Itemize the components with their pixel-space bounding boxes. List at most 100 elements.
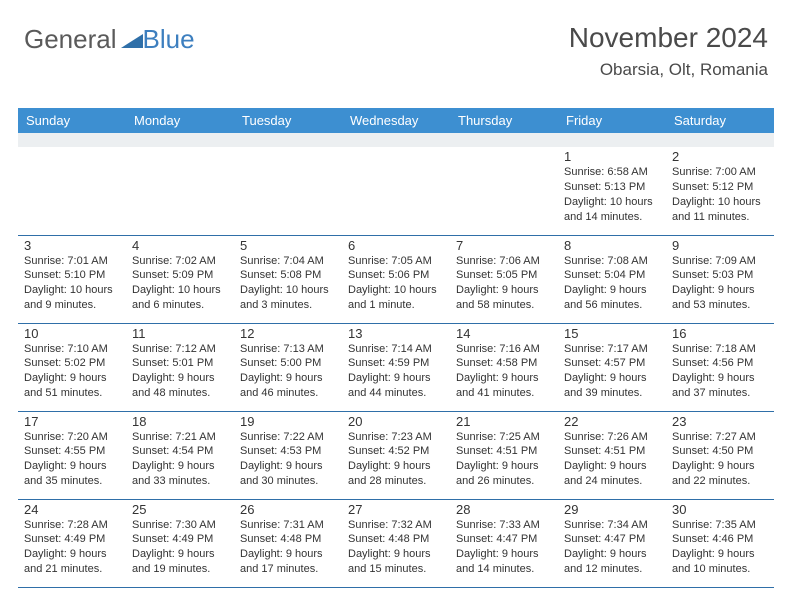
day-info: Sunrise: 7:12 AMSunset: 5:01 PMDaylight:… <box>132 342 228 401</box>
calendar-cell: 17Sunrise: 7:20 AMSunset: 4:55 PMDayligh… <box>18 411 126 499</box>
day-info: Sunrise: 7:22 AMSunset: 4:53 PMDaylight:… <box>240 430 336 489</box>
day-number: 25 <box>132 502 228 517</box>
day-header: Sunday <box>18 108 126 133</box>
calendar-cell: 23Sunrise: 7:27 AMSunset: 4:50 PMDayligh… <box>666 411 774 499</box>
calendar-cell: 27Sunrise: 7:32 AMSunset: 4:48 PMDayligh… <box>342 499 450 587</box>
day-info: Sunrise: 7:01 AMSunset: 5:10 PMDaylight:… <box>24 254 120 313</box>
day-info: Sunrise: 7:20 AMSunset: 4:55 PMDaylight:… <box>24 430 120 489</box>
day-number: 28 <box>456 502 552 517</box>
logo: General Blue <box>24 24 195 55</box>
day-number: 16 <box>672 326 768 341</box>
day-number: 20 <box>348 414 444 429</box>
day-number: 1 <box>564 149 660 164</box>
day-header-row: Sunday Monday Tuesday Wednesday Thursday… <box>18 108 774 133</box>
day-number: 4 <box>132 238 228 253</box>
calendar-cell: 28Sunrise: 7:33 AMSunset: 4:47 PMDayligh… <box>450 499 558 587</box>
day-info: Sunrise: 7:13 AMSunset: 5:00 PMDaylight:… <box>240 342 336 401</box>
day-info: Sunrise: 7:02 AMSunset: 5:09 PMDaylight:… <box>132 254 228 313</box>
day-info: Sunrise: 7:00 AMSunset: 5:12 PMDaylight:… <box>672 165 768 224</box>
calendar-cell: 18Sunrise: 7:21 AMSunset: 4:54 PMDayligh… <box>126 411 234 499</box>
day-number: 9 <box>672 238 768 253</box>
day-number: 3 <box>24 238 120 253</box>
day-number: 10 <box>24 326 120 341</box>
day-number: 11 <box>132 326 228 341</box>
day-number: 17 <box>24 414 120 429</box>
day-info: Sunrise: 7:18 AMSunset: 4:56 PMDaylight:… <box>672 342 768 401</box>
calendar-cell <box>18 147 126 235</box>
day-info: Sunrise: 7:17 AMSunset: 4:57 PMDaylight:… <box>564 342 660 401</box>
calendar-cell <box>342 147 450 235</box>
calendar-cell: 30Sunrise: 7:35 AMSunset: 4:46 PMDayligh… <box>666 499 774 587</box>
day-number: 24 <box>24 502 120 517</box>
calendar-cell: 12Sunrise: 7:13 AMSunset: 5:00 PMDayligh… <box>234 323 342 411</box>
day-header: Tuesday <box>234 108 342 133</box>
day-info: Sunrise: 6:58 AMSunset: 5:13 PMDaylight:… <box>564 165 660 224</box>
day-info: Sunrise: 7:05 AMSunset: 5:06 PMDaylight:… <box>348 254 444 313</box>
day-header: Friday <box>558 108 666 133</box>
day-info: Sunrise: 7:14 AMSunset: 4:59 PMDaylight:… <box>348 342 444 401</box>
calendar-cell: 7Sunrise: 7:06 AMSunset: 5:05 PMDaylight… <box>450 235 558 323</box>
day-header: Monday <box>126 108 234 133</box>
calendar-week-row: 24Sunrise: 7:28 AMSunset: 4:49 PMDayligh… <box>18 499 774 587</box>
day-info: Sunrise: 7:06 AMSunset: 5:05 PMDaylight:… <box>456 254 552 313</box>
calendar-cell: 13Sunrise: 7:14 AMSunset: 4:59 PMDayligh… <box>342 323 450 411</box>
calendar-cell: 5Sunrise: 7:04 AMSunset: 5:08 PMDaylight… <box>234 235 342 323</box>
calendar-cell: 24Sunrise: 7:28 AMSunset: 4:49 PMDayligh… <box>18 499 126 587</box>
calendar-cell: 21Sunrise: 7:25 AMSunset: 4:51 PMDayligh… <box>450 411 558 499</box>
day-number: 27 <box>348 502 444 517</box>
day-number: 23 <box>672 414 768 429</box>
day-number: 18 <box>132 414 228 429</box>
calendar-table: Sunday Monday Tuesday Wednesday Thursday… <box>18 108 774 588</box>
day-info: Sunrise: 7:31 AMSunset: 4:48 PMDaylight:… <box>240 518 336 577</box>
day-number: 13 <box>348 326 444 341</box>
logo-word2: Blue <box>143 24 195 55</box>
location-text: Obarsia, Olt, Romania <box>569 60 768 80</box>
day-number: 22 <box>564 414 660 429</box>
gray-spacer-row <box>18 133 774 147</box>
day-header: Wednesday <box>342 108 450 133</box>
calendar-week-row: 3Sunrise: 7:01 AMSunset: 5:10 PMDaylight… <box>18 235 774 323</box>
day-number: 30 <box>672 502 768 517</box>
calendar-cell: 10Sunrise: 7:10 AMSunset: 5:02 PMDayligh… <box>18 323 126 411</box>
day-info: Sunrise: 7:08 AMSunset: 5:04 PMDaylight:… <box>564 254 660 313</box>
calendar-cell: 1Sunrise: 6:58 AMSunset: 5:13 PMDaylight… <box>558 147 666 235</box>
calendar-cell: 14Sunrise: 7:16 AMSunset: 4:58 PMDayligh… <box>450 323 558 411</box>
calendar-cell: 26Sunrise: 7:31 AMSunset: 4:48 PMDayligh… <box>234 499 342 587</box>
day-info: Sunrise: 7:30 AMSunset: 4:49 PMDaylight:… <box>132 518 228 577</box>
calendar-cell: 29Sunrise: 7:34 AMSunset: 4:47 PMDayligh… <box>558 499 666 587</box>
calendar-week-row: 1Sunrise: 6:58 AMSunset: 5:13 PMDaylight… <box>18 147 774 235</box>
calendar-cell <box>450 147 558 235</box>
day-number: 6 <box>348 238 444 253</box>
day-info: Sunrise: 7:35 AMSunset: 4:46 PMDaylight:… <box>672 518 768 577</box>
day-info: Sunrise: 7:26 AMSunset: 4:51 PMDaylight:… <box>564 430 660 489</box>
calendar-cell <box>126 147 234 235</box>
calendar-cell: 6Sunrise: 7:05 AMSunset: 5:06 PMDaylight… <box>342 235 450 323</box>
calendar-cell: 11Sunrise: 7:12 AMSunset: 5:01 PMDayligh… <box>126 323 234 411</box>
logo-word1: General <box>24 24 117 55</box>
calendar-week-row: 17Sunrise: 7:20 AMSunset: 4:55 PMDayligh… <box>18 411 774 499</box>
logo-triangle-icon <box>121 24 143 42</box>
month-title: November 2024 <box>569 22 768 54</box>
calendar-cell: 2Sunrise: 7:00 AMSunset: 5:12 PMDaylight… <box>666 147 774 235</box>
day-info: Sunrise: 7:21 AMSunset: 4:54 PMDaylight:… <box>132 430 228 489</box>
calendar-cell: 4Sunrise: 7:02 AMSunset: 5:09 PMDaylight… <box>126 235 234 323</box>
calendar-cell: 25Sunrise: 7:30 AMSunset: 4:49 PMDayligh… <box>126 499 234 587</box>
day-number: 15 <box>564 326 660 341</box>
day-number: 26 <box>240 502 336 517</box>
day-number: 2 <box>672 149 768 164</box>
calendar-cell: 3Sunrise: 7:01 AMSunset: 5:10 PMDaylight… <box>18 235 126 323</box>
day-info: Sunrise: 7:09 AMSunset: 5:03 PMDaylight:… <box>672 254 768 313</box>
day-info: Sunrise: 7:16 AMSunset: 4:58 PMDaylight:… <box>456 342 552 401</box>
day-info: Sunrise: 7:25 AMSunset: 4:51 PMDaylight:… <box>456 430 552 489</box>
calendar-cell: 9Sunrise: 7:09 AMSunset: 5:03 PMDaylight… <box>666 235 774 323</box>
day-info: Sunrise: 7:27 AMSunset: 4:50 PMDaylight:… <box>672 430 768 489</box>
calendar-cell: 15Sunrise: 7:17 AMSunset: 4:57 PMDayligh… <box>558 323 666 411</box>
calendar-cell: 22Sunrise: 7:26 AMSunset: 4:51 PMDayligh… <box>558 411 666 499</box>
day-number: 12 <box>240 326 336 341</box>
day-header: Thursday <box>450 108 558 133</box>
day-number: 5 <box>240 238 336 253</box>
day-number: 14 <box>456 326 552 341</box>
day-number: 21 <box>456 414 552 429</box>
day-info: Sunrise: 7:34 AMSunset: 4:47 PMDaylight:… <box>564 518 660 577</box>
day-number: 19 <box>240 414 336 429</box>
